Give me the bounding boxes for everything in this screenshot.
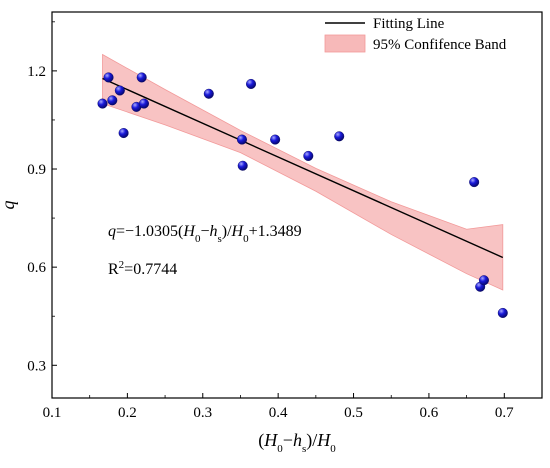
- data-point-0: [97, 98, 108, 109]
- data-point-18: [497, 307, 508, 318]
- legend: Fitting Line 95% Confifence Band: [324, 16, 507, 53]
- data-point-2: [107, 95, 118, 106]
- data-point-8: [203, 88, 214, 99]
- equation-annotation: q=−1.0305(H0−hs)/H0+1.3489: [108, 223, 302, 245]
- data-point-11: [246, 78, 257, 89]
- y-axis-title: q: [0, 201, 18, 210]
- x-tick-label-4: 0.5: [344, 405, 363, 421]
- data-point-15: [469, 177, 480, 188]
- y-tick-label-0: 0.3: [27, 358, 46, 374]
- data-point-12: [270, 134, 281, 145]
- x-tick-label-1: 0.2: [118, 405, 137, 421]
- data-point-7: [138, 98, 149, 109]
- points-layer: [97, 72, 508, 318]
- legend-band-marker: [324, 34, 366, 53]
- band-layer: [102, 53, 504, 291]
- x-tick-label-6: 0.7: [495, 405, 514, 421]
- x-tick-label-3: 0.4: [269, 405, 288, 421]
- data-point-1: [103, 72, 114, 83]
- x-tick-label-5: 0.6: [420, 405, 439, 421]
- x-tick-label-0: 0.1: [43, 405, 62, 421]
- y-tick-label-1: 0.6: [27, 260, 46, 276]
- data-point-6: [136, 72, 147, 83]
- data-point-13: [303, 150, 314, 161]
- data-point-14: [334, 131, 345, 142]
- plot-frame: [51, 11, 543, 399]
- confidence-band: [102, 53, 504, 291]
- data-point-10: [237, 160, 248, 171]
- y-tick-label-3: 1.2: [27, 64, 46, 80]
- y-tick-label-2: 0.9: [27, 162, 46, 178]
- x-tick-label-2: 0.3: [193, 405, 212, 421]
- legend-label-confidence-band: 95% Confifence Band: [373, 37, 507, 53]
- data-point-17: [478, 275, 489, 286]
- x-axis-title: (H0−hs)/H0: [258, 430, 336, 455]
- fit-line-layer: [102, 77, 504, 259]
- x-axis-ticks: 0.1 0.2 0.3 0.4 0.5 0.6 0.7: [43, 393, 543, 421]
- data-point-9: [236, 134, 247, 145]
- r-squared-annotation: R2=0.7744: [108, 259, 177, 278]
- legend-label-fitting-line: Fitting Line: [373, 16, 445, 32]
- data-point-4: [118, 128, 129, 139]
- fit-line: [102, 77, 504, 259]
- y-axis-ticks: 0.3 0.6 0.9 1.2: [27, 21, 57, 374]
- data-point-3: [114, 85, 125, 96]
